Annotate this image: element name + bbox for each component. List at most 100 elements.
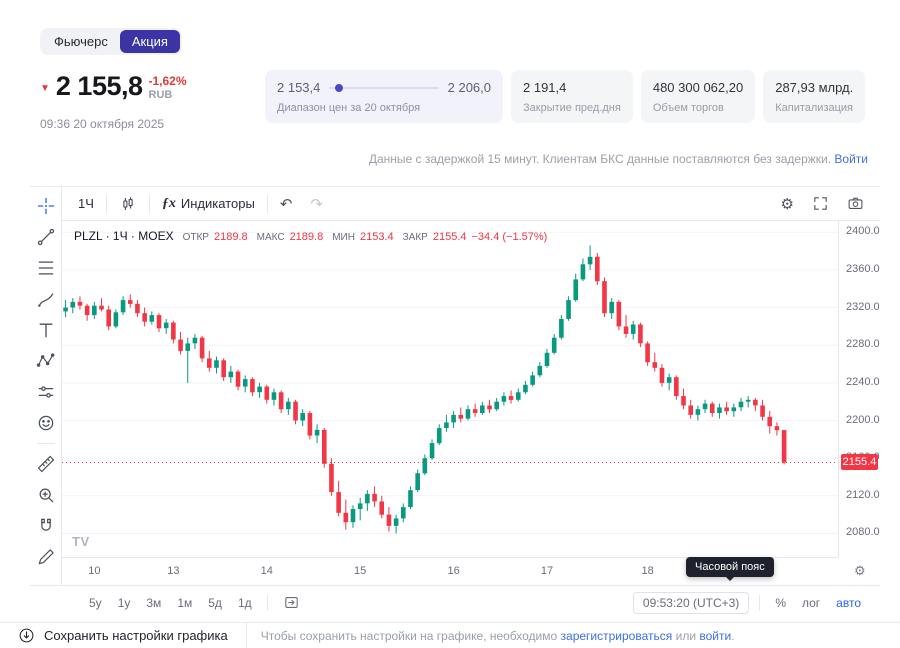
legend-close-label: ЗАКР: [402, 232, 428, 243]
x-axis-label: 10: [88, 565, 101, 577]
brush-icon[interactable]: [35, 288, 57, 310]
x-axis-label: 15: [354, 565, 367, 577]
price-change-percent: -1,62%: [148, 74, 187, 88]
range-slider-dot: [334, 83, 343, 92]
y-axis-label: 2320.0: [846, 300, 880, 313]
tab-stock[interactable]: Акция: [119, 30, 180, 53]
volume-label: Объем торгов: [652, 102, 724, 114]
download-icon: [19, 628, 34, 643]
range-button-1m[interactable]: 1м: [172, 593, 197, 613]
percent-scale-button[interactable]: %: [770, 593, 791, 613]
undo-icon[interactable]: ↶: [274, 191, 299, 217]
footer-hint: Чтобы сохранить настройки на графике, не…: [260, 628, 735, 643]
instrument-tabs: Фьючерс Акция: [40, 28, 182, 55]
cap-value: 287,93 млрд.: [775, 80, 854, 95]
save-chart-settings-button[interactable]: Сохранить настройки графика: [0, 623, 247, 648]
y-axis-label: 2080.0: [846, 526, 880, 539]
range-button-1d[interactable]: 1д: [233, 593, 257, 613]
candlestick-chart[interactable]: [62, 221, 838, 557]
fullscreen-icon[interactable]: [806, 191, 835, 216]
fib-retracement-icon[interactable]: [35, 257, 57, 279]
y-axis-label: 2400.0: [846, 225, 880, 238]
stat-cards: 2 153,4 2 206,0 Диапазон цен за 20 октяб…: [265, 70, 866, 123]
prev-close-value: 2 191,4: [523, 80, 567, 95]
footer-bar: Сохранить настройки графика Чтобы сохран…: [0, 622, 900, 648]
pencil-icon[interactable]: [35, 546, 57, 568]
price-down-arrow-icon: ▼: [40, 83, 50, 94]
prev-close-label: Закрытие пред.дня: [523, 102, 621, 114]
toolbar-separator: [105, 194, 107, 213]
x-axis-label: 16: [447, 565, 460, 577]
range-button-5d[interactable]: 5д: [203, 593, 227, 613]
emoji-icon[interactable]: [35, 412, 57, 434]
xabcd-pattern-icon[interactable]: [35, 350, 57, 372]
legend-close-value: 2155.4: [432, 231, 467, 243]
currency-label: RUB: [148, 89, 173, 101]
price-scale-gear-icon[interactable]: ⚙: [854, 563, 866, 578]
fx-icon: ƒx: [161, 195, 176, 211]
redo-icon[interactable]: ↷: [304, 191, 329, 217]
camera-icon[interactable]: [841, 191, 870, 216]
legend-open-value: 2189.8: [213, 231, 248, 243]
legend-symbol: PLZL · 1Ч · MOEX: [74, 229, 174, 243]
indicators-button[interactable]: ƒx Индикаторы: [156, 192, 261, 216]
legend-change: −34.4 (−1.57%): [471, 231, 548, 243]
footer-hint-text: Чтобы сохранить настройки на графике, не…: [260, 628, 558, 643]
legend-open-label: ОТКР: [182, 232, 209, 243]
toolbar-separator: [759, 594, 761, 611]
range-max: 2 206,0: [447, 80, 491, 95]
x-axis-label: 17: [540, 565, 554, 577]
candle-style-button[interactable]: [113, 191, 143, 217]
auto-scale-button[interactable]: авто: [831, 593, 866, 613]
delay-text: Данные с задержкой 15 минут. Клиентам БК…: [368, 152, 832, 166]
range-button-1y[interactable]: 1у: [113, 593, 136, 613]
x-axis-label: 18: [641, 565, 654, 577]
cap-card: 287,93 млрд. Капитализация: [763, 70, 866, 123]
y-axis-label: 2280.0: [846, 338, 880, 351]
range-label: Диапазон цен за 20 октября: [277, 102, 421, 114]
tab-futures[interactable]: Фьючерс: [42, 30, 120, 53]
delay-notice: Данные с задержкой 15 минут. Клиентам БК…: [369, 152, 868, 166]
login-link-bottom[interactable]: войти: [699, 628, 732, 643]
toolbar-separator: [36, 443, 55, 444]
price-axis[interactable]: 2080.02120.02160.02200.02240.02280.02320…: [838, 221, 880, 557]
price-range-card: 2 153,4 2 206,0 Диапазон цен за 20 октяб…: [265, 70, 503, 123]
quote-timestamp: 09:36 20 октября 2025: [40, 116, 165, 131]
login-link-top[interactable]: Войти: [834, 152, 868, 166]
toolbar-separator: [148, 194, 150, 213]
log-scale-button[interactable]: лог: [797, 593, 825, 613]
crosshair-icon[interactable]: [35, 195, 57, 217]
volume-value: 480 300 062,20: [652, 80, 744, 95]
interval-button[interactable]: 1Ч: [72, 192, 100, 215]
y-axis-label: 2200.0: [846, 413, 880, 426]
ruler-icon[interactable]: [35, 453, 57, 475]
text-tool-icon[interactable]: [35, 319, 57, 341]
trend-line-icon[interactable]: [35, 226, 57, 248]
timezone-clock-button[interactable]: 09:53:20 (UTC+3): [632, 591, 750, 614]
settings-gear-icon[interactable]: ⚙: [775, 191, 800, 217]
toolbar-separator: [266, 594, 268, 611]
timezone-tooltip: Часовой пояс: [686, 557, 774, 581]
toolbar-separator: [266, 194, 268, 213]
legend-low-value: 2153.4: [359, 231, 394, 243]
zoom-icon[interactable]: [35, 484, 57, 506]
forecast-tool-icon[interactable]: [35, 381, 57, 403]
legend-high-label: МАКС: [256, 232, 285, 243]
current-price: 2 155,8: [55, 71, 143, 101]
range-min: 2 153,4: [277, 80, 321, 95]
range-button-3m[interactable]: 3м: [141, 593, 166, 613]
legend-high-value: 2189.8: [289, 231, 324, 243]
range-button-5y[interactable]: 5у: [84, 593, 107, 613]
last-price-label: 2155.4: [841, 453, 878, 470]
register-link[interactable]: зарегистрироваться: [560, 628, 673, 643]
indicators-label: Индикаторы: [180, 196, 255, 211]
magnet-icon[interactable]: [35, 515, 57, 537]
tradingview-logo[interactable]: TV: [72, 534, 90, 549]
x-axis-label: 14: [260, 565, 273, 577]
footer-hint-or: или: [675, 628, 697, 643]
goto-date-icon[interactable]: [278, 591, 305, 614]
chart-pane[interactable]: PLZL · 1Ч · MOEX ОТКР 2189.8 МАКС 2189.8 М…: [62, 221, 838, 557]
chart-legend: PLZL · 1Ч · MOEX ОТКР 2189.8 МАКС 2189.8 М…: [74, 229, 547, 243]
save-button-label: Сохранить настройки графика: [44, 628, 228, 643]
